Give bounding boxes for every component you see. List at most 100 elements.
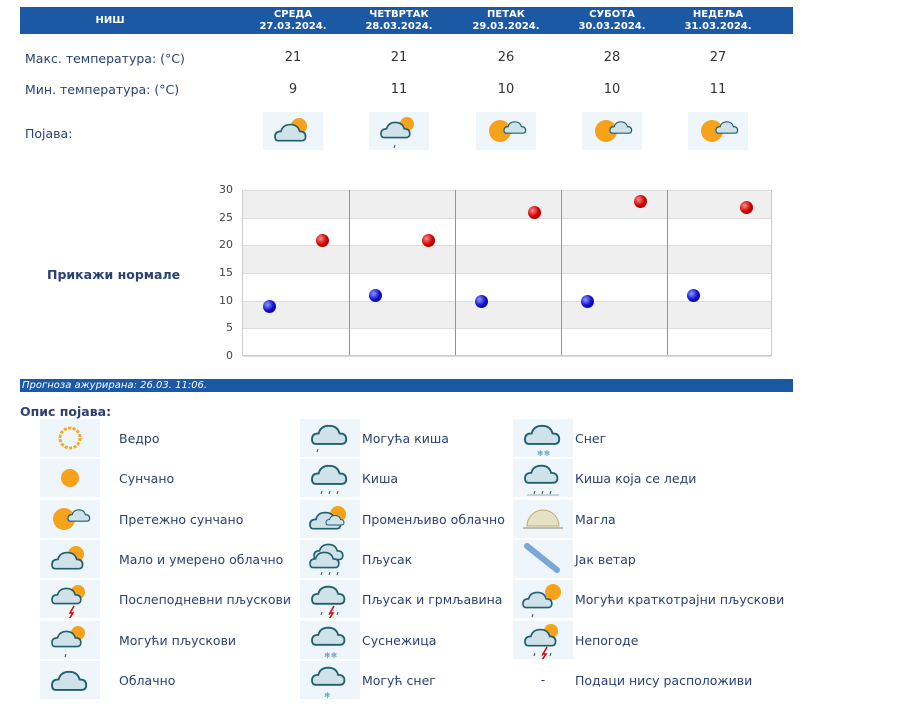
y-tick-label: 0 <box>226 349 233 362</box>
legend-label: Подаци нису расположиви <box>575 672 753 688</box>
min-temp-value: 10 <box>497 82 515 97</box>
day-header: ПЕТАК 29.03.2024. <box>453 9 559 33</box>
y-tick-label: 30 <box>219 183 233 196</box>
legend-label: Облачно <box>119 672 176 688</box>
y-tick-label: 10 <box>219 293 233 307</box>
max-temp-value: 28 <box>603 50 621 65</box>
day-name: НЕДЕЉА <box>692 9 744 20</box>
legend-label: Послеподневни пљускови <box>119 592 291 608</box>
min-temp-value: 11 <box>709 82 727 97</box>
possible-rain-icon <box>300 419 360 457</box>
day-date: 27.03.2024. <box>259 21 327 32</box>
cloudy-icon <box>40 660 100 699</box>
forecast-header: НИШ СРЕДА 27.03.2024. ЧЕТВРТАК 28.03.2024. П… <box>20 7 793 34</box>
legend-label: Ведро <box>119 431 160 446</box>
max-temp-point <box>634 195 647 209</box>
grid-line <box>243 217 771 219</box>
day-name: СРЕДА <box>273 9 313 20</box>
y-tick-label: 15 <box>219 266 233 279</box>
legend-label: Суснежица <box>362 632 437 648</box>
legend-label: Снег <box>575 431 607 446</box>
day-date: 29.03.2024. <box>472 21 540 32</box>
day-header: ЧЕТВРТАК 28.03.2024. <box>346 9 452 33</box>
grid-band <box>243 190 771 218</box>
legend-label: Пљусак <box>362 551 413 567</box>
possible-showers-weather-icon <box>369 112 429 150</box>
show-normals-link[interactable]: Прикажи нормале <box>47 267 181 282</box>
max-temp-point <box>316 233 329 247</box>
day-header: СУБОТА 30.03.2024. <box>559 9 665 33</box>
day-name: ПЕТАК <box>487 9 525 20</box>
min-temp-point <box>687 289 700 303</box>
temperature-chart <box>242 190 772 357</box>
legend-label: Могућа киша <box>362 431 449 446</box>
min-temp-point <box>581 294 594 308</box>
legend-label: Мало и умерено облачно <box>119 551 284 567</box>
max-temp-value: 27 <box>709 50 727 65</box>
max-temp-value: 21 <box>390 50 408 65</box>
mostly-sunny-weather-icon <box>476 112 536 150</box>
thunder-shower-icon <box>300 580 360 620</box>
mostly-sunny-weather-icon <box>582 112 642 150</box>
min-temp-value: 10 <box>603 82 621 97</box>
svg-text:❄❄: ❄❄ <box>537 449 550 457</box>
y-tick-label: 5 <box>226 321 233 335</box>
grid-band <box>243 245 771 273</box>
legend-label: Непогоде <box>575 632 639 648</box>
max-temp-value: 26 <box>497 50 515 65</box>
phenomenon-label: Појава: <box>25 126 73 141</box>
grid-line <box>243 356 771 357</box>
sunny-icon <box>40 459 100 498</box>
day-date: 30.03.2024. <box>578 21 646 32</box>
grid-line <box>243 190 771 191</box>
min-temp-point <box>475 294 488 308</box>
y-tick-label: 25 <box>219 210 233 224</box>
legend-label: Могући пљускови <box>119 632 237 648</box>
day-header: НЕДЕЉА 31.03.2024. <box>665 9 771 33</box>
legend-label: Киша <box>362 471 399 487</box>
mostly-sunny-weather-icon <box>688 112 748 150</box>
max-temp-point <box>528 206 541 220</box>
partly-cloudy-weather-icon <box>263 112 323 150</box>
day-date: 31.03.2024. <box>684 21 752 32</box>
legend-label: Магла <box>575 511 616 527</box>
day-divider <box>455 190 456 355</box>
max-temp-value: 21 <box>284 50 302 65</box>
afternoon-showers-icon <box>40 580 100 620</box>
grid-band <box>243 300 771 329</box>
sleet-icon: ❄❄ <box>300 620 360 660</box>
city-name: НИШ <box>95 15 125 26</box>
dash-icon: - <box>540 671 546 687</box>
min-temp-value: 11 <box>390 82 408 97</box>
rain-icon <box>300 459 360 498</box>
brief-showers-icon <box>513 580 573 619</box>
legend-label: Могући краткотрајни пљускови <box>575 592 785 608</box>
day-divider <box>561 190 562 355</box>
storm-icon <box>513 620 573 660</box>
min-temp-value: 9 <box>288 82 298 97</box>
day-divider <box>667 190 668 355</box>
legend-label: Киша која се леди <box>575 471 697 487</box>
day-header: СРЕДА 27.03.2024. <box>240 9 346 33</box>
max-temp-point <box>740 200 753 214</box>
variable-cloudy-icon <box>300 499 360 538</box>
max-temp-label: Макс. температура: (°C) <box>25 51 185 66</box>
day-name: ЧЕТВРТАК <box>369 9 429 20</box>
legend-label: Могућ снег <box>362 672 436 688</box>
legend-label: Јак ветар <box>575 551 636 567</box>
max-temp-point <box>422 233 435 247</box>
day-divider <box>349 190 350 355</box>
wind-icon <box>513 539 573 578</box>
svg-text:❄❄: ❄❄ <box>324 651 337 659</box>
grid-line <box>243 328 771 330</box>
grid-line <box>243 300 771 302</box>
partly-cloudy-icon <box>40 539 100 578</box>
day-name: СУБОТА <box>589 9 635 20</box>
clear-icon <box>40 419 100 457</box>
possible-snow-icon: ❄ <box>300 660 360 700</box>
snow-icon: ❄❄ <box>513 419 573 458</box>
updated-bar: Прогноза ажурирана: 26.03. 11:06. <box>20 379 793 392</box>
legend-label: Сунчано <box>119 471 175 487</box>
grid-line <box>243 245 771 247</box>
grid-line <box>243 273 771 274</box>
